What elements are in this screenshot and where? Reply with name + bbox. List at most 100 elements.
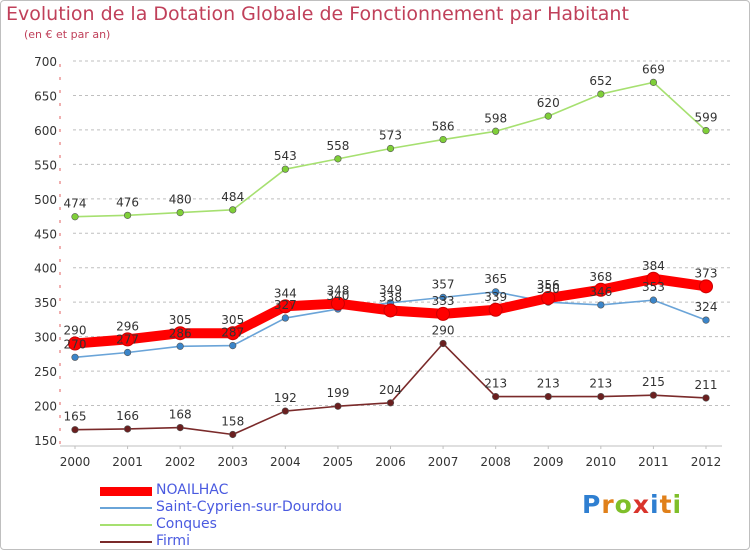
data-point bbox=[386, 144, 395, 153]
data-label: 353 bbox=[642, 280, 665, 294]
data-label: 213 bbox=[537, 377, 560, 391]
data-point bbox=[120, 332, 135, 347]
data-point bbox=[597, 301, 605, 309]
data-label: 168 bbox=[169, 408, 192, 422]
data-label: 215 bbox=[642, 375, 665, 389]
data-label: 484 bbox=[221, 190, 244, 204]
data-point bbox=[646, 271, 661, 286]
data-label: 290 bbox=[432, 324, 455, 338]
data-point bbox=[544, 392, 552, 401]
data-point bbox=[439, 339, 447, 348]
chart-subtitle: (en € et par an) bbox=[24, 28, 111, 41]
data-point bbox=[702, 394, 710, 402]
legend-label: Firmi bbox=[156, 533, 190, 549]
data-label: 213 bbox=[484, 377, 507, 391]
logo-letter: i bbox=[672, 490, 683, 519]
y-tick-label: 300 bbox=[34, 331, 57, 345]
x-tick-label: 2001 bbox=[112, 455, 143, 469]
data-label: 305 bbox=[169, 313, 192, 327]
data-point bbox=[281, 407, 289, 415]
legend-swatch bbox=[100, 487, 152, 496]
data-label: 652 bbox=[589, 74, 612, 88]
data-label: 290 bbox=[64, 324, 87, 338]
data-label: 620 bbox=[537, 96, 560, 110]
data-point bbox=[597, 90, 605, 98]
logo-letter: r bbox=[601, 490, 615, 519]
data-label: 543 bbox=[274, 149, 297, 163]
data-label: 669 bbox=[642, 62, 665, 76]
data-label: 340 bbox=[326, 289, 349, 303]
y-tick-label: 400 bbox=[34, 262, 57, 276]
x-tick-label: 2004 bbox=[270, 455, 301, 469]
data-label: 305 bbox=[221, 313, 244, 327]
data-point bbox=[439, 135, 447, 144]
data-label: 277 bbox=[116, 332, 139, 346]
data-label: 286 bbox=[169, 326, 192, 340]
data-label: 365 bbox=[484, 272, 507, 286]
data-label: 476 bbox=[116, 195, 139, 209]
data-point bbox=[386, 399, 395, 407]
data-point bbox=[436, 306, 451, 321]
data-label: 211 bbox=[695, 378, 718, 392]
data-point bbox=[173, 326, 188, 341]
data-label: 586 bbox=[432, 120, 455, 134]
data-label: 296 bbox=[116, 319, 139, 333]
data-label: 573 bbox=[379, 129, 402, 143]
y-tick-label: 500 bbox=[34, 193, 57, 207]
data-point bbox=[225, 326, 240, 341]
data-point bbox=[541, 291, 556, 306]
chart-title: Evolution de la Dotation Globale de Fonc… bbox=[6, 3, 629, 25]
data-label: 346 bbox=[589, 285, 612, 299]
x-tick-label: 2002 bbox=[165, 455, 196, 469]
data-point bbox=[229, 430, 237, 439]
data-label: 327 bbox=[274, 298, 297, 312]
x-tick-label: 2008 bbox=[480, 455, 511, 469]
x-tick-label: 2005 bbox=[323, 455, 354, 469]
data-point bbox=[649, 296, 658, 304]
data-point bbox=[702, 316, 710, 324]
x-tick-label: 2000 bbox=[60, 455, 91, 469]
data-label: 480 bbox=[169, 193, 192, 207]
data-label: 287 bbox=[221, 326, 244, 340]
x-tick-label: 2012 bbox=[691, 455, 722, 469]
data-point bbox=[68, 336, 82, 351]
data-label: 213 bbox=[589, 377, 612, 391]
data-point bbox=[71, 213, 79, 221]
data-point bbox=[488, 302, 503, 317]
x-tick-label: 2011 bbox=[638, 455, 669, 469]
data-point bbox=[597, 392, 605, 401]
proxiti-logo: Proxiti bbox=[582, 490, 682, 519]
data-point bbox=[176, 209, 184, 217]
legend-swatch bbox=[100, 541, 152, 543]
y-tick-label: 450 bbox=[34, 227, 57, 241]
y-tick-label: 200 bbox=[34, 400, 57, 414]
data-label: 598 bbox=[484, 111, 507, 125]
data-label: 368 bbox=[589, 270, 612, 284]
data-point bbox=[176, 342, 184, 350]
y-tick-label: 350 bbox=[34, 296, 57, 310]
data-point bbox=[593, 282, 608, 297]
data-point bbox=[492, 392, 500, 401]
data-point bbox=[492, 288, 500, 296]
y-tick-label: 650 bbox=[34, 89, 57, 103]
data-point bbox=[334, 402, 342, 410]
logo-letter: P bbox=[582, 490, 602, 519]
data-point bbox=[334, 155, 342, 163]
y-tick-label: 550 bbox=[34, 158, 57, 172]
data-label: 333 bbox=[432, 294, 455, 308]
x-tick-label: 2009 bbox=[533, 455, 564, 469]
data-label: 192 bbox=[274, 391, 297, 405]
data-label: 474 bbox=[64, 197, 87, 211]
data-label: 199 bbox=[326, 386, 349, 400]
data-point bbox=[330, 296, 345, 311]
x-tick-label: 2010 bbox=[586, 455, 617, 469]
data-point bbox=[439, 293, 447, 301]
data-label: 270 bbox=[64, 337, 87, 351]
data-label: 356 bbox=[537, 278, 560, 292]
legend-label: Conques bbox=[156, 516, 217, 532]
data-point bbox=[176, 423, 184, 432]
data-label: 324 bbox=[695, 300, 718, 314]
data-label: 373 bbox=[695, 266, 718, 280]
logo-letter: i bbox=[650, 490, 660, 519]
data-label: 384 bbox=[642, 259, 665, 273]
